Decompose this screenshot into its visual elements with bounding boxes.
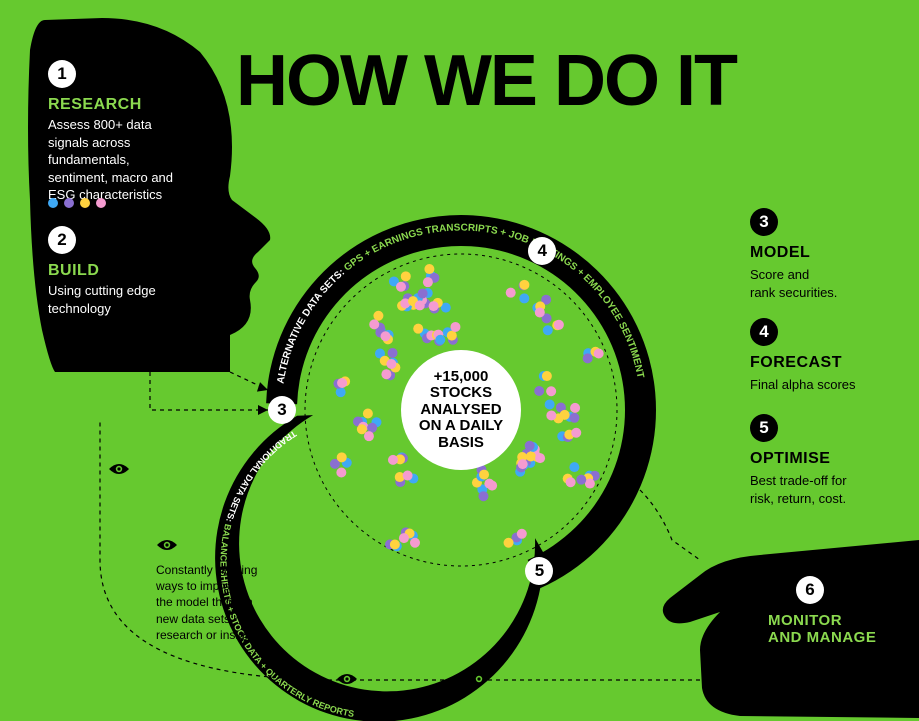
connector-arrow [258, 405, 268, 415]
scatter-dot [396, 282, 406, 292]
rc-badge-4: 4 [750, 318, 778, 346]
scatter-dot [534, 386, 544, 396]
scatter-dot [554, 320, 564, 330]
scatter-dot [418, 288, 428, 298]
scatter-dot [542, 371, 552, 381]
feedback-note: Constantly seeking ways to improve the m… [156, 562, 261, 643]
scatter-dot [569, 462, 579, 472]
scatter-dot [381, 369, 391, 379]
connector-1 [640, 490, 700, 560]
scatter-dot [546, 386, 556, 396]
ring-badge-4: 4 [528, 237, 556, 265]
ring-badge-3: 3 [268, 396, 296, 424]
scatter-dot [410, 538, 420, 548]
scatter-dot [450, 322, 460, 332]
rc-title-4: FORECAST [750, 354, 842, 372]
rc-badge-5: 5 [750, 414, 778, 442]
rc-title-5: OPTIMISE [750, 450, 830, 468]
step-badge-2: 2 [48, 226, 76, 254]
step-title-2: BUILD [48, 262, 99, 280]
scatter-dot [526, 451, 536, 461]
scatter-dot [429, 301, 439, 311]
scatter-dot [388, 348, 398, 358]
scatter-dot [571, 428, 581, 438]
scatter-dot [518, 459, 528, 469]
scatter-dot [373, 311, 383, 321]
eye-icon [108, 462, 130, 476]
scatter-dot [447, 331, 457, 341]
rc-body-4: Final alpha scores [750, 376, 856, 394]
scatter-dot [478, 491, 488, 501]
eye-icon [156, 538, 178, 552]
scatter-dot [401, 271, 411, 281]
scatter-dot [484, 479, 494, 489]
scatter-dot [566, 477, 576, 487]
scatter-dot [545, 399, 555, 409]
scatter-dot [519, 280, 529, 290]
scatter-dot [543, 325, 553, 335]
scatter-dot [560, 410, 570, 420]
scatter-dot [388, 455, 398, 465]
scatter-dot [546, 410, 556, 420]
scatter-dot [576, 475, 586, 485]
scatter-dot [337, 378, 347, 388]
palette-dots [48, 198, 106, 208]
scatter-dot [535, 453, 545, 463]
scatter-dot [435, 335, 445, 345]
scatter-dot [413, 324, 423, 334]
scatter-dot [336, 387, 346, 397]
scatter-dot [569, 413, 579, 423]
scatter-dot [570, 403, 580, 413]
scatter-dot [535, 307, 545, 317]
rc-badge-3: 3 [750, 208, 778, 236]
scatter-dot [386, 359, 396, 369]
rc-title-3: MODEL [750, 244, 810, 262]
scatter-dot [337, 452, 347, 462]
scatter-dot [519, 293, 529, 303]
scatter-dot [479, 470, 489, 480]
step-body-2: Using cutting edge technology [48, 282, 156, 317]
center-stat: +15,000 STOCKS ANALYSED ON A DAILY BASIS [401, 350, 521, 470]
scatter-dot [390, 539, 400, 549]
rc-body-3: Score and rank securities. [750, 266, 837, 301]
step-body-1: Assess 800+ data signals across fundamen… [48, 116, 173, 204]
scatter-dot [381, 331, 391, 341]
scatter-dot [424, 264, 434, 274]
scatter-dot [415, 300, 425, 310]
scatter-dot [583, 353, 593, 363]
scatter-dot [504, 538, 514, 548]
eye-icon [468, 672, 490, 686]
connector-0 [150, 372, 268, 410]
scatter-dot [403, 471, 413, 481]
scatter-dot [399, 533, 409, 543]
step-title-1: RESEARCH [48, 96, 142, 114]
scatter-dot [364, 431, 374, 441]
scatter-dot [369, 319, 379, 329]
scatter-dot [594, 349, 604, 359]
scatter-dot [506, 288, 516, 298]
scatter-dot [517, 529, 527, 539]
step-badge-1: 1 [48, 60, 76, 88]
eye-icon [336, 672, 358, 686]
scatter-dot [363, 409, 373, 419]
rc-body-5: Best trade-off for risk, return, cost. [750, 472, 847, 507]
hand-title: MONITOR AND MANAGE [768, 612, 876, 646]
hand-badge-6: 6 [796, 576, 824, 604]
scatter-dot [585, 479, 595, 489]
scatter-dot [336, 467, 346, 477]
scatter-dot [525, 441, 535, 451]
scatter-dot [423, 277, 433, 287]
main-title: HOW WE DO IT [236, 40, 736, 122]
